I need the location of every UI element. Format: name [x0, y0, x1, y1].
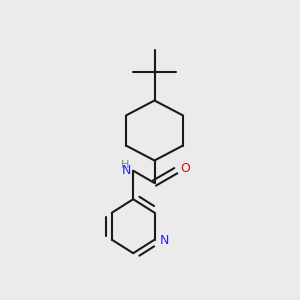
Text: H: H — [121, 160, 129, 170]
Text: N: N — [122, 164, 131, 177]
Text: O: O — [181, 162, 190, 175]
Text: N: N — [159, 234, 169, 247]
